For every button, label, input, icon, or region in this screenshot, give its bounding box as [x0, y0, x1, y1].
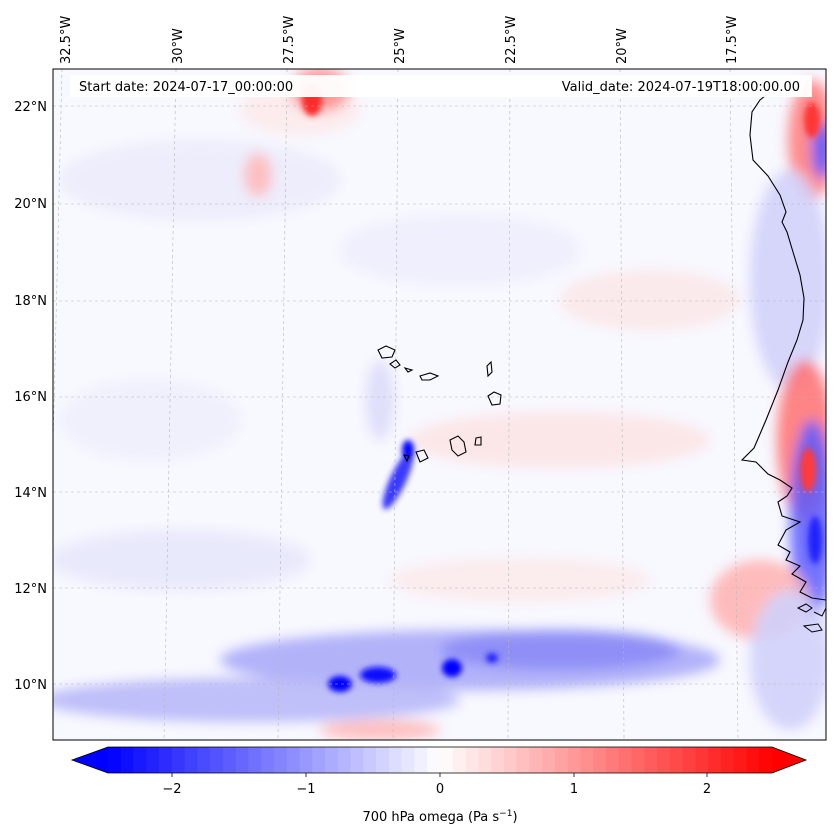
cbar-tick-label: −1: [296, 782, 315, 797]
lat-label-12n: 12°N: [14, 582, 47, 597]
colorbar-band: [554, 747, 569, 773]
colorbar-band: [516, 747, 530, 773]
start-date-label: Start date: 2024-07-17_00:00:00: [79, 80, 293, 95]
gridlines: [53, 69, 826, 740]
colorbar-label-superscript: −1: [499, 809, 512, 819]
lat-label-14n: 14°N: [14, 486, 47, 501]
colorbar-band: [465, 747, 479, 773]
omega-shading: [53, 69, 826, 740]
colorbar-band: [108, 747, 122, 773]
colorbar-band: [210, 747, 224, 773]
cbar-tick-label: 2: [703, 782, 711, 797]
lon-label-30w: 30°W: [171, 28, 186, 64]
colorbar-band: [720, 747, 735, 773]
colorbar-band: [567, 747, 582, 773]
colorbar-band: [235, 747, 250, 773]
colorbar-band: [503, 747, 518, 773]
colorbar-band: [274, 747, 288, 773]
map-panel: Start date: 2024-07-17_00:00:00 Valid_da…: [52, 68, 827, 741]
colorbar-band: [312, 747, 326, 773]
colorbar-band: [222, 747, 237, 773]
lon-label-20w: 20°W: [615, 28, 630, 64]
lat-label-10n: 10°N: [14, 678, 47, 693]
colorbar-band: [491, 747, 505, 773]
coastal-islands: [796, 603, 826, 633]
lon-label-25w: 25°W: [393, 28, 408, 64]
lon-label-32-5w: 32.5°W: [59, 16, 74, 64]
colorbar-band: [299, 747, 313, 773]
colorbar-label-close: ): [512, 810, 517, 825]
colorbar-band: [171, 747, 186, 773]
colorbar-band: [682, 747, 696, 773]
lat-label-16n: 16°N: [14, 390, 47, 405]
colorbar-label-text: 700 hPa omega (Pa s: [362, 810, 499, 825]
cbar-tick-label: 0: [436, 782, 444, 797]
colorbar-ticks: −2 −1 0 1 2: [162, 773, 711, 797]
latitude-labels: 22°N 20°N 18°N 16°N 14°N 12°N 10°N: [14, 100, 47, 693]
colorbar-band: [286, 747, 301, 773]
colorbar-band: [644, 747, 658, 773]
colorbar-band: [427, 747, 441, 773]
colorbar-band: [452, 747, 467, 773]
colorbar-band: [363, 747, 377, 773]
colorbar-band: [542, 747, 556, 773]
lon-label-27-5w: 27.5°W: [282, 16, 297, 64]
colorbar-band: [337, 747, 352, 773]
colorbar-band: [631, 747, 645, 773]
colorbar-band: [146, 747, 160, 773]
africa-coastline: [740, 91, 826, 601]
cape-verde-islands: [377, 345, 502, 463]
colorbar-band: [733, 747, 748, 773]
colorbar-band: [159, 747, 173, 773]
lat-label-22n: 22°N: [14, 100, 47, 115]
colorbar-band: [325, 747, 339, 773]
colorbar-band: [184, 747, 198, 773]
colorbar-band: [669, 747, 684, 773]
colorbar-band: [414, 747, 428, 773]
colorbar-band: [759, 747, 773, 773]
colorbar-band: [580, 747, 594, 773]
colorbar-extend-min: [72, 747, 108, 773]
lat-label-20n: 20°N: [14, 197, 47, 212]
colorbar-band: [350, 747, 364, 773]
colorbar-band: [133, 747, 147, 773]
colorbar-band: [197, 747, 211, 773]
colorbar-band: [593, 747, 607, 773]
colorbar-band: [657, 747, 671, 773]
colorbar-label: 700 hPa omega (Pa s−1): [362, 809, 517, 825]
cbar-tick-label: −2: [162, 782, 181, 797]
colorbar-band: [529, 747, 543, 773]
valid-date-label: Valid_date: 2024-07-19T18:00:00.00: [562, 80, 800, 95]
colorbar-outline: [70, 746, 808, 774]
colorbar-band: [695, 747, 709, 773]
colorbar-band: [376, 747, 390, 773]
colorbar-band: [401, 747, 416, 773]
omega-field: [53, 69, 826, 740]
longitude-labels: 32.5°W 30°W 27.5°W 25°W 22.5°W 20°W 17.5…: [59, 16, 740, 64]
colorbar-band: [388, 747, 403, 773]
colorbar-band: [440, 747, 454, 773]
colorbar-band: [248, 747, 262, 773]
colorbar-band: [261, 747, 275, 773]
colorbar-band: [606, 747, 620, 773]
annotation-band: [70, 75, 812, 97]
map-frame: [52, 68, 827, 741]
colorbar-band: [746, 747, 760, 773]
colorbar-band: [120, 747, 135, 773]
cbar-tick-label: 1: [570, 782, 578, 797]
colorbar-bands: [108, 747, 773, 773]
lon-label-17-5w: 17.5°W: [725, 16, 740, 64]
lon-label-22-5w: 22.5°W: [504, 16, 519, 64]
colorbar-band: [478, 747, 492, 773]
colorbar-band: [708, 747, 722, 773]
lat-label-18n: 18°N: [14, 294, 47, 309]
colorbar-extend-max: [772, 747, 806, 773]
colorbar-band: [618, 747, 633, 773]
colorbar: −2 −1 0 1 2 700 hPa omega (Pa s−1): [70, 746, 808, 825]
